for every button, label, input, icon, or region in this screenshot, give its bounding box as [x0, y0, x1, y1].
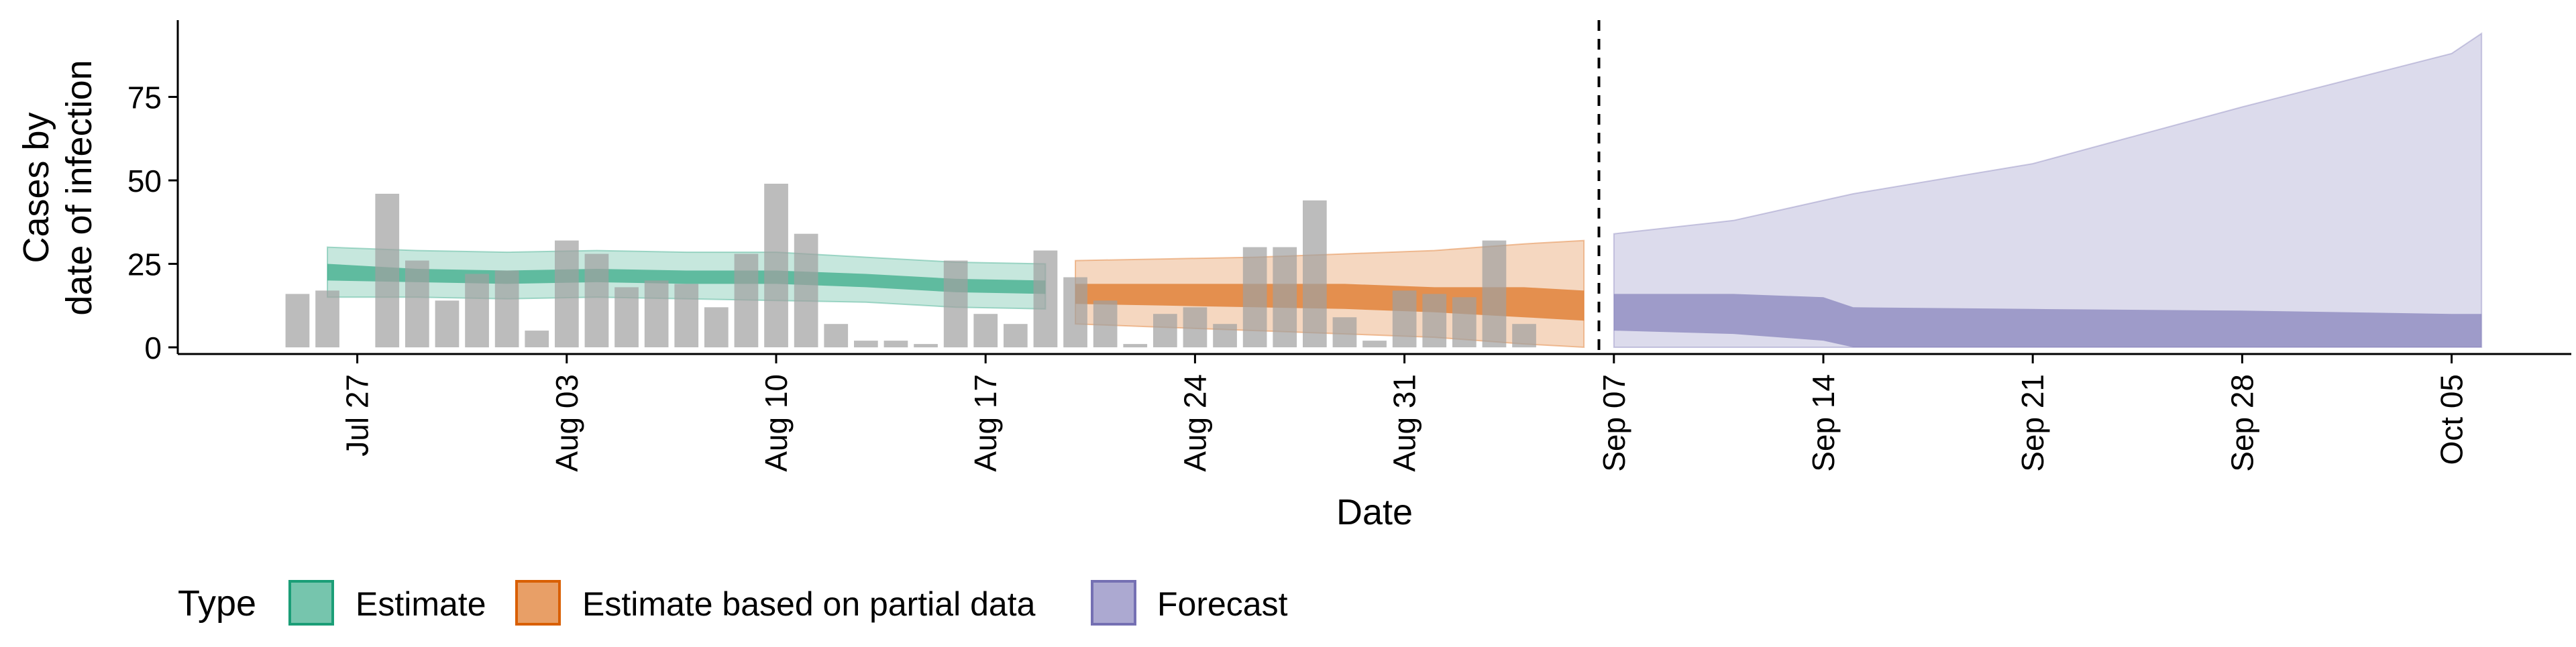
case-bar: [1183, 307, 1208, 348]
case-bar: [824, 324, 849, 348]
legend-key-forecast: [1091, 580, 1136, 626]
x-tick-label: Sep 21: [2015, 374, 2050, 472]
x-tick-label: Aug 03: [549, 374, 584, 472]
band-50ci-forecast: [1613, 294, 2482, 347]
case-bar: [1242, 247, 1267, 347]
case-bar: [764, 184, 788, 347]
case-bar: [1063, 277, 1087, 348]
y-tick-label: 50: [127, 164, 162, 198]
axes-layer: [176, 20, 2571, 355]
case-bar: [1153, 314, 1177, 347]
legend-title: Type: [178, 583, 256, 624]
x-axis-label: Date: [1336, 492, 1413, 532]
legend-key-estimate: [288, 580, 334, 626]
case-bar: [584, 253, 609, 347]
case-bar: [734, 253, 759, 347]
case-bar: [1123, 344, 1148, 348]
case-bar: [315, 290, 339, 348]
case-bar: [1213, 324, 1237, 348]
case-bar: [1512, 324, 1536, 348]
case-bar: [1422, 294, 1447, 348]
case-bar: [883, 341, 908, 348]
case-bar: [674, 284, 699, 347]
legend-label-forecast: Forecast: [1157, 585, 1288, 623]
x-tick-label: Aug 24: [1177, 374, 1212, 472]
case-bar: [435, 300, 460, 347]
case-bar: [1392, 290, 1417, 348]
x-tick-label: Sep 07: [1597, 374, 1631, 472]
legend-label-estimate: Estimate: [356, 585, 486, 623]
case-bar: [1004, 324, 1028, 348]
case-bar: [285, 294, 310, 348]
case-bar: [494, 270, 519, 347]
x-tick-label: Aug 10: [759, 374, 794, 472]
legend-key-partial: [515, 580, 561, 626]
y-tick-label: 0: [144, 331, 162, 365]
y-tick-label: 25: [127, 247, 162, 282]
case-bar: [854, 341, 878, 348]
x-tick-label: Jul 27: [340, 374, 375, 457]
case-bar: [614, 287, 639, 347]
case-bar: [375, 194, 400, 348]
case-bar: [1482, 240, 1507, 348]
case-bar: [1033, 250, 1058, 347]
x-tick-label: Oct 05: [2434, 374, 2469, 465]
x-ticks: Jul 27 Aug 03 Aug 10 Aug 17 Aug 24 Aug 31 Sep …: [340, 354, 2469, 472]
case-bar: [405, 260, 429, 348]
x-tick-label: Sep 28: [2224, 374, 2259, 472]
case-bar: [1452, 297, 1477, 347]
y-ticks: 0 25 50 75: [127, 80, 178, 365]
y-axis-label-line2: date of infection: [59, 60, 99, 315]
case-bar: [525, 331, 549, 347]
case-bar: [1093, 300, 1118, 347]
x-tick-label: Aug 17: [968, 374, 1003, 472]
case-bar: [1273, 247, 1297, 347]
x-tick-label: Aug 31: [1387, 374, 1422, 472]
y-tick-label: 75: [127, 80, 162, 115]
case-bar: [943, 260, 968, 348]
y-axis-label-line1: Cases by: [16, 112, 56, 263]
case-bar: [465, 274, 489, 348]
legend-label-partial: Estimate based on partial data: [582, 585, 1036, 623]
case-bar: [914, 344, 938, 348]
case-bar: [555, 240, 579, 348]
case-bar: [794, 233, 818, 347]
case-bar: [1303, 200, 1327, 347]
case-bar: [1362, 341, 1387, 348]
x-tick-label: Sep 14: [1806, 374, 1841, 472]
case-bar: [704, 307, 729, 348]
bar-layer: [285, 184, 1536, 348]
case-bar: [973, 314, 998, 347]
legend: Type Estimate Estimate based on partial …: [178, 580, 1288, 626]
case-bar: [1332, 317, 1357, 347]
case-bar: [644, 280, 669, 347]
